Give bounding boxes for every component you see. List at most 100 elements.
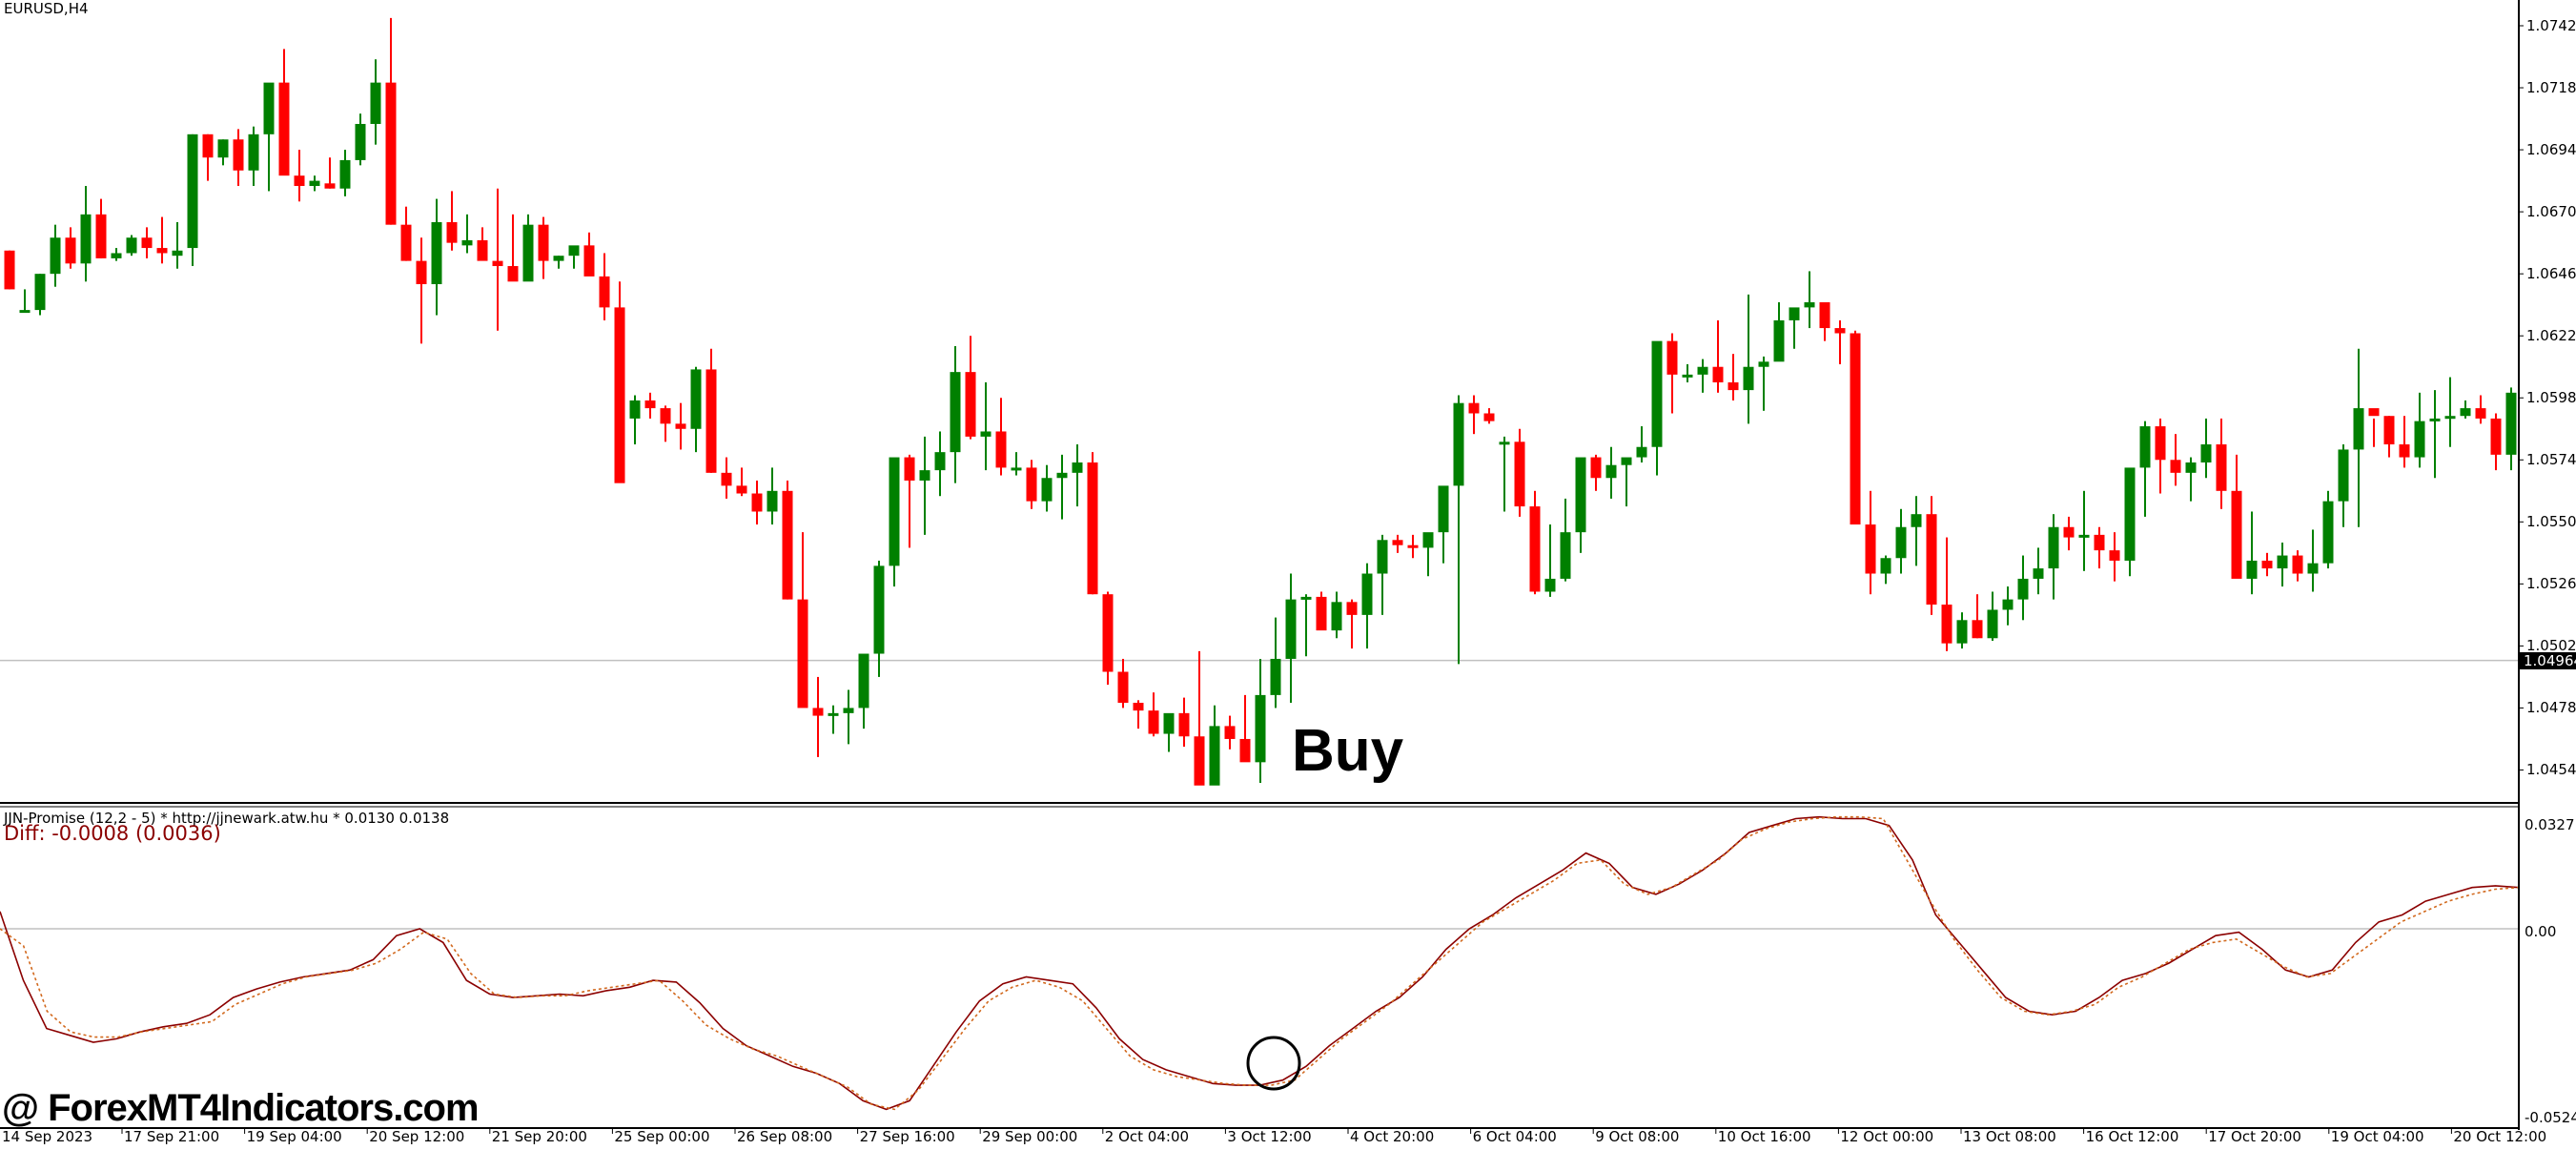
price-tick-label: 1.06460 (2526, 265, 2576, 283)
candle (522, 214, 534, 282)
candle (553, 256, 564, 269)
candle (2353, 348, 2364, 527)
time-tick-label: 17 Sep 21:00 (124, 1128, 220, 1145)
candle (2155, 418, 2166, 494)
axis-ticks (121, 25, 2524, 1134)
price-tick-label: 1.05020 (2526, 637, 2576, 655)
candle (629, 395, 641, 445)
candle (492, 188, 503, 331)
candle (1972, 594, 1983, 639)
price-tick-label: 1.06700 (2526, 203, 2576, 221)
candle (2246, 511, 2258, 595)
candle (278, 49, 290, 176)
candle (355, 113, 366, 166)
time-tick-label: 9 Oct 08:00 (1595, 1128, 1680, 1145)
candle (202, 133, 214, 181)
candle (187, 133, 198, 267)
candle (1178, 697, 1190, 748)
candle (873, 560, 885, 677)
candle (2094, 526, 2105, 569)
price-tick-label: 1.05980 (2526, 389, 2576, 407)
candle (995, 398, 1007, 476)
symbol-timeframe-label: EURUSD,H4 (4, 0, 89, 17)
candle (1697, 359, 1708, 393)
candle (2338, 444, 2349, 527)
candle (583, 232, 595, 277)
candle (980, 381, 992, 471)
candle (2063, 516, 2075, 551)
time-tick-label: 16 Oct 12:00 (2085, 1128, 2179, 1145)
time-tick-label: 21 Sep 20:00 (491, 1128, 587, 1145)
candle (1026, 460, 1037, 509)
candle (599, 253, 610, 320)
time-tick-label: 6 Oct 04:00 (1472, 1128, 1557, 1145)
time-tick-label: 25 Sep 00:00 (614, 1128, 710, 1145)
candle (385, 17, 397, 225)
indicator-tick-label: -0.0524 (2525, 1109, 2576, 1126)
candle (2414, 392, 2425, 468)
candle (2475, 395, 2486, 424)
candle (2002, 586, 2014, 626)
candle (2109, 532, 2120, 582)
candle (2399, 416, 2410, 468)
candle (1407, 534, 1419, 559)
candle (1865, 490, 1876, 595)
indicator-title: JJN-Promise (12,2 - 5) * http://jjnewark… (4, 810, 450, 827)
candle (1575, 457, 1586, 553)
candle (2277, 543, 2288, 587)
candle (1712, 319, 1724, 393)
candle (1621, 457, 1632, 507)
candle (1544, 524, 1556, 597)
candle (1941, 537, 1952, 651)
candle (934, 431, 946, 497)
time-tick-label: 19 Sep 04:00 (246, 1128, 342, 1145)
time-tick-label: 19 Oct 04:00 (2330, 1128, 2424, 1145)
current-price-badge: 1.04964 (2520, 651, 2576, 669)
candle (1041, 464, 1053, 512)
candle (1361, 563, 1373, 649)
price-tick-label: 1.07180 (2526, 79, 2576, 97)
candle (767, 467, 778, 525)
candle (1087, 452, 1098, 595)
candlesticks (4, 17, 2517, 786)
candle (1850, 330, 1861, 525)
candle (446, 191, 458, 251)
candle (1605, 446, 1617, 499)
candle (614, 281, 625, 483)
time-tick-label: 12 Oct 00:00 (1840, 1128, 1934, 1145)
candle (1590, 454, 1602, 491)
candle (568, 245, 580, 269)
price-tick-label: 1.07420 (2526, 17, 2576, 34)
candle (675, 402, 686, 450)
candle (2368, 408, 2380, 447)
candle (2261, 552, 2273, 577)
candle (400, 206, 412, 261)
candle (2139, 421, 2151, 517)
candle (294, 150, 305, 202)
candle (1834, 319, 1846, 365)
candle (1438, 485, 1449, 564)
candle (370, 59, 381, 145)
candle (965, 336, 976, 440)
candle (2292, 550, 2303, 582)
time-tick-label: 27 Sep 16:00 (859, 1128, 955, 1145)
candle (1819, 301, 1830, 341)
candle (889, 457, 900, 587)
candle (1133, 700, 1144, 729)
candle (1926, 496, 1937, 615)
candle (2429, 390, 2441, 479)
time-tick-label: 4 Oct 20:00 (1350, 1128, 1435, 1145)
candle (705, 348, 717, 473)
candle (1743, 294, 1754, 424)
candle (2048, 514, 2059, 600)
candle (80, 186, 92, 282)
buy-signal-label: Buy (1292, 718, 1404, 784)
candle (1422, 532, 1434, 577)
candle (2490, 413, 2502, 471)
main-indicator-line (0, 815, 2520, 1111)
candle (1224, 715, 1236, 750)
candle (1789, 307, 1800, 349)
time-tick-label: 20 Oct 12:00 (2453, 1128, 2547, 1145)
